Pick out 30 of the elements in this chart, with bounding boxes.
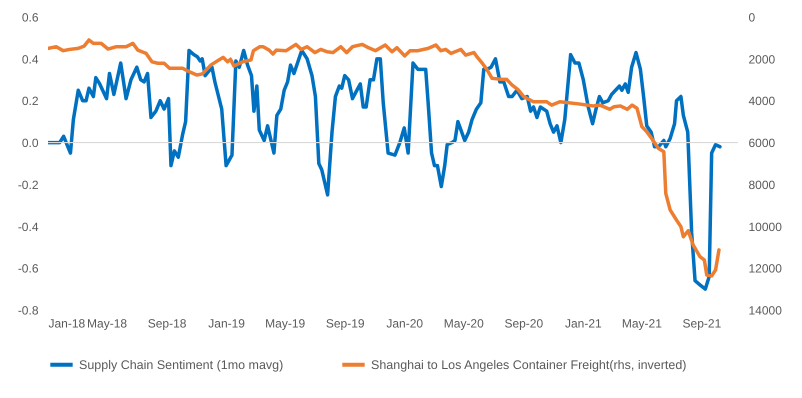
- y2-tick-label: 6000: [748, 136, 776, 150]
- y2-tick-label: 8000: [748, 178, 776, 192]
- y-tick-label: 0.0: [22, 136, 39, 150]
- y-tick-label: -0.2: [18, 178, 39, 192]
- y-tick-label: 0.6: [22, 10, 39, 24]
- y-tick-label: -0.8: [18, 304, 39, 318]
- y-tick-label: 0.4: [22, 52, 39, 66]
- x-tick-label: Sep-20: [504, 316, 544, 330]
- x-tick-label: Sep-21: [682, 316, 722, 330]
- x-tick-label: May-20: [444, 316, 484, 330]
- y2-tick-label: 12000: [748, 262, 782, 276]
- x-tick-label: Sep-19: [326, 316, 365, 330]
- x-tick-label: Jan-21: [564, 316, 602, 330]
- y-tick-label: -0.4: [18, 220, 39, 234]
- x-tick-label: May-18: [87, 316, 128, 330]
- y-tick-label: -0.6: [18, 262, 39, 276]
- y2-tick-label: 14000: [748, 304, 782, 318]
- y2-tick-label: 10000: [748, 220, 782, 234]
- legend-label: Shanghai to Los Angeles Container Freight(rhs, inverted): [371, 358, 686, 372]
- y2-tick-label: 0: [748, 10, 756, 24]
- y2-tick-label: 4000: [748, 94, 776, 108]
- x-tick-label: May-21: [622, 316, 662, 330]
- y2-tick-label: 2000: [748, 52, 776, 66]
- y-tick-label: 0.2: [22, 94, 39, 108]
- x-tick-label: Jan-18: [48, 316, 86, 330]
- x-tick-label: Jan-20: [386, 316, 424, 330]
- x-tick-label: Sep-18: [148, 316, 187, 330]
- x-tick-label: Jan-19: [208, 316, 246, 330]
- x-tick-label: May-19: [265, 316, 306, 330]
- legend-label: Supply Chain Sentiment (1mo mavg): [79, 358, 284, 372]
